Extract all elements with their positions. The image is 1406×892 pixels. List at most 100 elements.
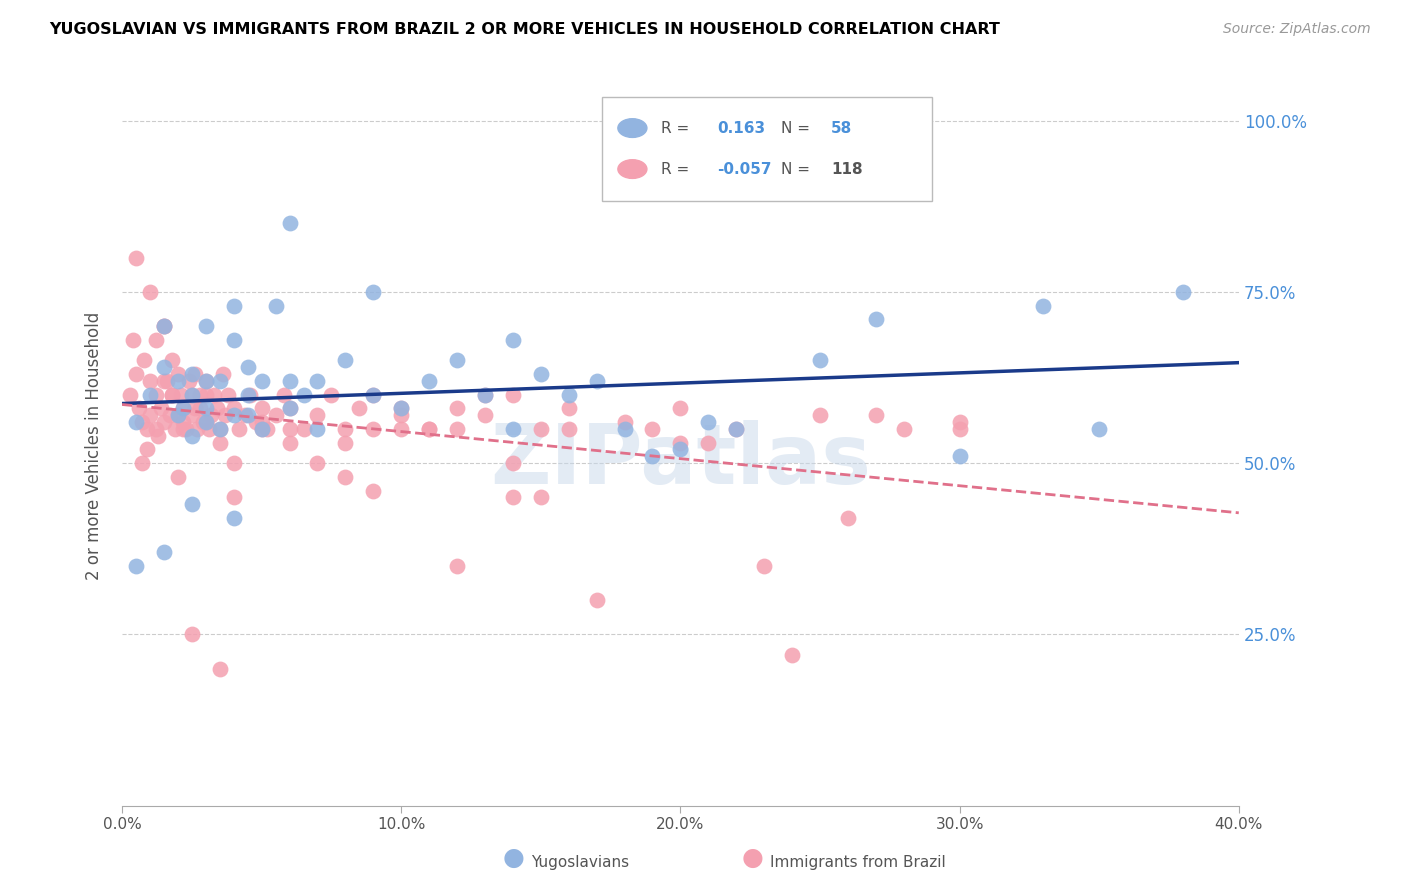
Point xyxy=(474,387,496,401)
Point xyxy=(183,401,205,416)
Point xyxy=(278,216,301,230)
Point xyxy=(949,422,972,436)
Point xyxy=(474,408,496,422)
Point xyxy=(278,374,301,388)
Point xyxy=(172,415,194,429)
Point xyxy=(172,422,194,436)
Text: YUGOSLAVIAN VS IMMIGRANTS FROM BRAZIL 2 OR MORE VEHICLES IN HOUSEHOLD CORRELATIO: YUGOSLAVIAN VS IMMIGRANTS FROM BRAZIL 2 … xyxy=(49,22,1000,37)
Point xyxy=(153,360,176,375)
Point xyxy=(217,387,239,401)
Point xyxy=(139,387,162,401)
Point xyxy=(165,422,187,436)
Point xyxy=(307,374,329,388)
Point xyxy=(250,422,273,436)
Point xyxy=(239,387,262,401)
Text: Source: ZipAtlas.com: Source: ZipAtlas.com xyxy=(1223,22,1371,37)
Point xyxy=(180,387,202,401)
Point xyxy=(335,470,357,484)
Point xyxy=(139,285,162,299)
Point xyxy=(125,558,148,573)
Point xyxy=(389,401,412,416)
Point xyxy=(273,387,295,401)
Point xyxy=(183,367,205,381)
Point xyxy=(558,422,581,436)
Text: 58: 58 xyxy=(831,120,852,136)
Point xyxy=(418,422,440,436)
Point xyxy=(250,422,273,436)
Text: Yugoslavians: Yugoslavians xyxy=(531,855,630,870)
Point xyxy=(136,422,159,436)
Point xyxy=(194,387,217,401)
Point xyxy=(162,387,184,401)
Point xyxy=(865,408,887,422)
Text: 118: 118 xyxy=(831,161,863,177)
Point xyxy=(180,408,202,422)
Point xyxy=(278,422,301,436)
Point xyxy=(725,422,748,436)
Point xyxy=(156,374,179,388)
Point xyxy=(159,408,181,422)
Point xyxy=(418,422,440,436)
Point xyxy=(131,415,153,429)
Circle shape xyxy=(617,119,647,137)
Point xyxy=(585,593,607,607)
Point xyxy=(389,408,412,422)
Point xyxy=(194,374,217,388)
Point xyxy=(236,408,259,422)
Point xyxy=(128,401,150,416)
Point xyxy=(335,422,357,436)
Point xyxy=(363,483,385,498)
Point xyxy=(641,422,664,436)
Text: R =: R = xyxy=(661,120,695,136)
Point xyxy=(188,387,211,401)
Point xyxy=(145,333,167,347)
Point xyxy=(202,387,225,401)
Point xyxy=(233,408,256,422)
Point xyxy=(389,401,412,416)
Point xyxy=(349,401,371,416)
Point xyxy=(139,408,162,422)
Point xyxy=(264,408,287,422)
Point xyxy=(530,367,553,381)
Point xyxy=(194,415,217,429)
Point xyxy=(363,285,385,299)
Point xyxy=(222,333,245,347)
Point xyxy=(145,422,167,436)
Point xyxy=(153,374,176,388)
Point xyxy=(208,422,231,436)
Point xyxy=(136,442,159,457)
Point xyxy=(180,627,202,641)
Point xyxy=(321,387,343,401)
Point xyxy=(669,435,692,450)
Point xyxy=(131,456,153,470)
Point xyxy=(186,422,208,436)
Point xyxy=(418,374,440,388)
Point xyxy=(153,319,176,334)
Point xyxy=(153,545,176,559)
Text: N =: N = xyxy=(780,161,815,177)
Point xyxy=(669,401,692,416)
Point xyxy=(1032,299,1054,313)
Text: ●: ● xyxy=(741,846,763,870)
Point xyxy=(389,422,412,436)
Point xyxy=(363,387,385,401)
Point xyxy=(188,401,211,416)
Point xyxy=(208,435,231,450)
Point xyxy=(222,491,245,505)
Point xyxy=(250,401,273,416)
Point xyxy=(120,387,142,401)
Point xyxy=(134,353,156,368)
Point xyxy=(228,422,250,436)
Point xyxy=(172,401,194,416)
Point xyxy=(162,353,184,368)
Point xyxy=(153,319,176,334)
Point xyxy=(222,408,245,422)
Point xyxy=(307,422,329,436)
Point xyxy=(222,299,245,313)
Point xyxy=(446,353,468,368)
Point xyxy=(278,401,301,416)
Y-axis label: 2 or more Vehicles in Household: 2 or more Vehicles in Household xyxy=(86,312,103,580)
Point xyxy=(278,435,301,450)
Point xyxy=(446,422,468,436)
Point xyxy=(167,470,190,484)
